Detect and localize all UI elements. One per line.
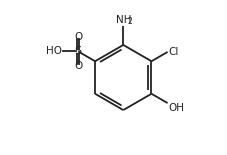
Text: NH: NH: [115, 15, 131, 25]
Text: OH: OH: [168, 103, 184, 113]
Text: O: O: [74, 32, 82, 42]
Text: Cl: Cl: [168, 47, 178, 57]
Text: O: O: [74, 61, 82, 71]
Text: S: S: [74, 46, 81, 56]
Text: 2: 2: [127, 17, 132, 26]
Text: HO: HO: [46, 46, 62, 56]
